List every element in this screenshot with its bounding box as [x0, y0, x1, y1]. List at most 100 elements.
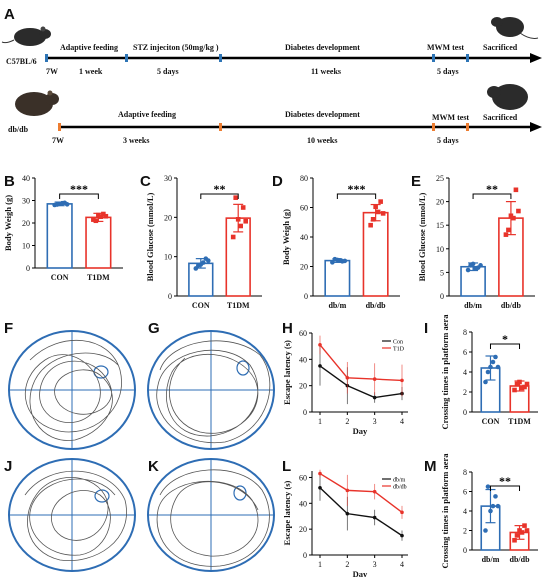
mouse-icon: [491, 17, 539, 39]
timeline-marker: [432, 123, 435, 131]
data-point: [490, 359, 496, 365]
data-point: [380, 211, 386, 216]
x-tick-label: db/db: [501, 301, 522, 310]
panel-letter-a: A: [4, 6, 15, 23]
y-tick-label: 4: [463, 368, 467, 377]
y-tick-label: 0: [26, 264, 30, 273]
x-tick-label: 3: [373, 560, 377, 569]
significance-bracket: [489, 343, 521, 349]
y-tick-label: 15: [436, 221, 444, 230]
data-point: [488, 508, 493, 514]
maze-track-j: [8, 458, 136, 572]
y-tick-label: 0: [303, 408, 307, 417]
arrow-head-icon: [530, 122, 542, 132]
data-point: [519, 530, 525, 535]
y-axis-label: Escape latency (s): [282, 480, 292, 545]
x-tick-label: CON: [482, 417, 500, 426]
y-tick-label: 2: [463, 388, 467, 397]
data-point: [517, 528, 522, 533]
data-point: [101, 211, 106, 217]
timeline-marker: [219, 54, 222, 62]
y-tick-label: 4: [463, 507, 467, 516]
step-label: Adaptive feeding: [60, 43, 118, 52]
platform-marker: [94, 489, 110, 503]
panel-letter-b: B: [4, 173, 15, 190]
data-point: [91, 217, 96, 222]
data-point: [493, 354, 498, 360]
y-tick-label: 20: [300, 263, 308, 272]
step-label: Diabetes development: [285, 43, 360, 52]
data-point: [516, 208, 521, 214]
data-point: [468, 263, 473, 268]
platform-marker: [236, 360, 250, 376]
x-tick-label: 1: [318, 417, 322, 426]
y-tick-label: 40: [299, 355, 307, 364]
y-tick-label: 10: [164, 253, 172, 262]
x-tick-label: 4: [400, 560, 404, 569]
duration-label: 11 weeks: [311, 67, 341, 76]
timeline-marker: [45, 54, 48, 62]
data-point: [508, 213, 514, 219]
panel-letter-l: L: [282, 458, 291, 475]
data-point: [478, 263, 483, 268]
y-tick-label: 5: [440, 268, 444, 277]
timeline-marker: [58, 123, 61, 131]
duration-label: 10 weeks: [307, 136, 337, 145]
data-point: [345, 488, 350, 493]
data-point: [201, 260, 206, 265]
chart-e: 0 5 10 15 20 25 Blood Glucose (mmol/L) db/m db/d…: [417, 174, 535, 310]
y-tick-label: 10: [22, 242, 30, 251]
timeline-marker: [219, 123, 222, 131]
data-point: [318, 343, 322, 347]
y-tick-label: 0: [440, 292, 444, 301]
data-point: [370, 217, 376, 222]
data-point: [330, 260, 335, 265]
duration-label: 1 week: [79, 67, 103, 76]
y-tick-label: 40: [300, 233, 308, 242]
x-tick-label: db/db: [366, 301, 387, 310]
legend-label: db/m: [393, 478, 406, 484]
x-tick-label: 2: [345, 560, 349, 569]
data-point: [342, 258, 348, 264]
series-line: [319, 472, 403, 513]
data-point: [345, 375, 350, 380]
data-point: [378, 199, 383, 204]
chart-i: 0 2 4 6 8 Crossing times in platform aera CON T…: [440, 314, 538, 430]
week-label: 7W: [52, 136, 64, 145]
significance-bracket: [59, 193, 99, 199]
x-tick-label: 4: [400, 417, 404, 426]
data-point: [206, 258, 211, 263]
data-point: [400, 378, 404, 383]
data-point: [332, 256, 338, 262]
panel-letter-c: C: [140, 173, 151, 190]
data-point: [473, 266, 478, 271]
step-label: Adaptive feeding: [118, 110, 176, 119]
legend-label: db/db: [393, 485, 407, 491]
y-axis-label: Body Weigh (g): [3, 195, 13, 251]
step-label: Diabetes development: [285, 110, 360, 119]
x-axis-label: Day: [353, 426, 368, 436]
arrow-head-icon: [530, 53, 542, 63]
duration-label: 5 days: [157, 67, 179, 76]
y-tick-label: 0: [168, 292, 172, 301]
step-label: MWM test: [432, 113, 469, 122]
data-point: [483, 528, 488, 533]
panel-letter-e: E: [411, 173, 421, 190]
data-point: [233, 195, 238, 200]
series-line: [319, 365, 403, 399]
significance-label: **: [214, 182, 226, 196]
data-point: [373, 204, 378, 210]
data-point: [54, 202, 60, 207]
y-axis-label: Blood Glucose (mmol/L): [145, 192, 155, 281]
legend-label: T1D: [393, 347, 405, 353]
bar: [362, 211, 389, 297]
data-point: [372, 489, 377, 494]
x-tick-label: T1DM: [87, 273, 110, 282]
x-tick-label: 2: [345, 417, 349, 426]
timeline-marker: [466, 54, 469, 62]
data-point: [522, 523, 527, 528]
y-tick-label: 20: [299, 525, 307, 534]
y-tick-label: 6: [463, 348, 467, 357]
x-tick-label: db/m: [464, 301, 482, 310]
